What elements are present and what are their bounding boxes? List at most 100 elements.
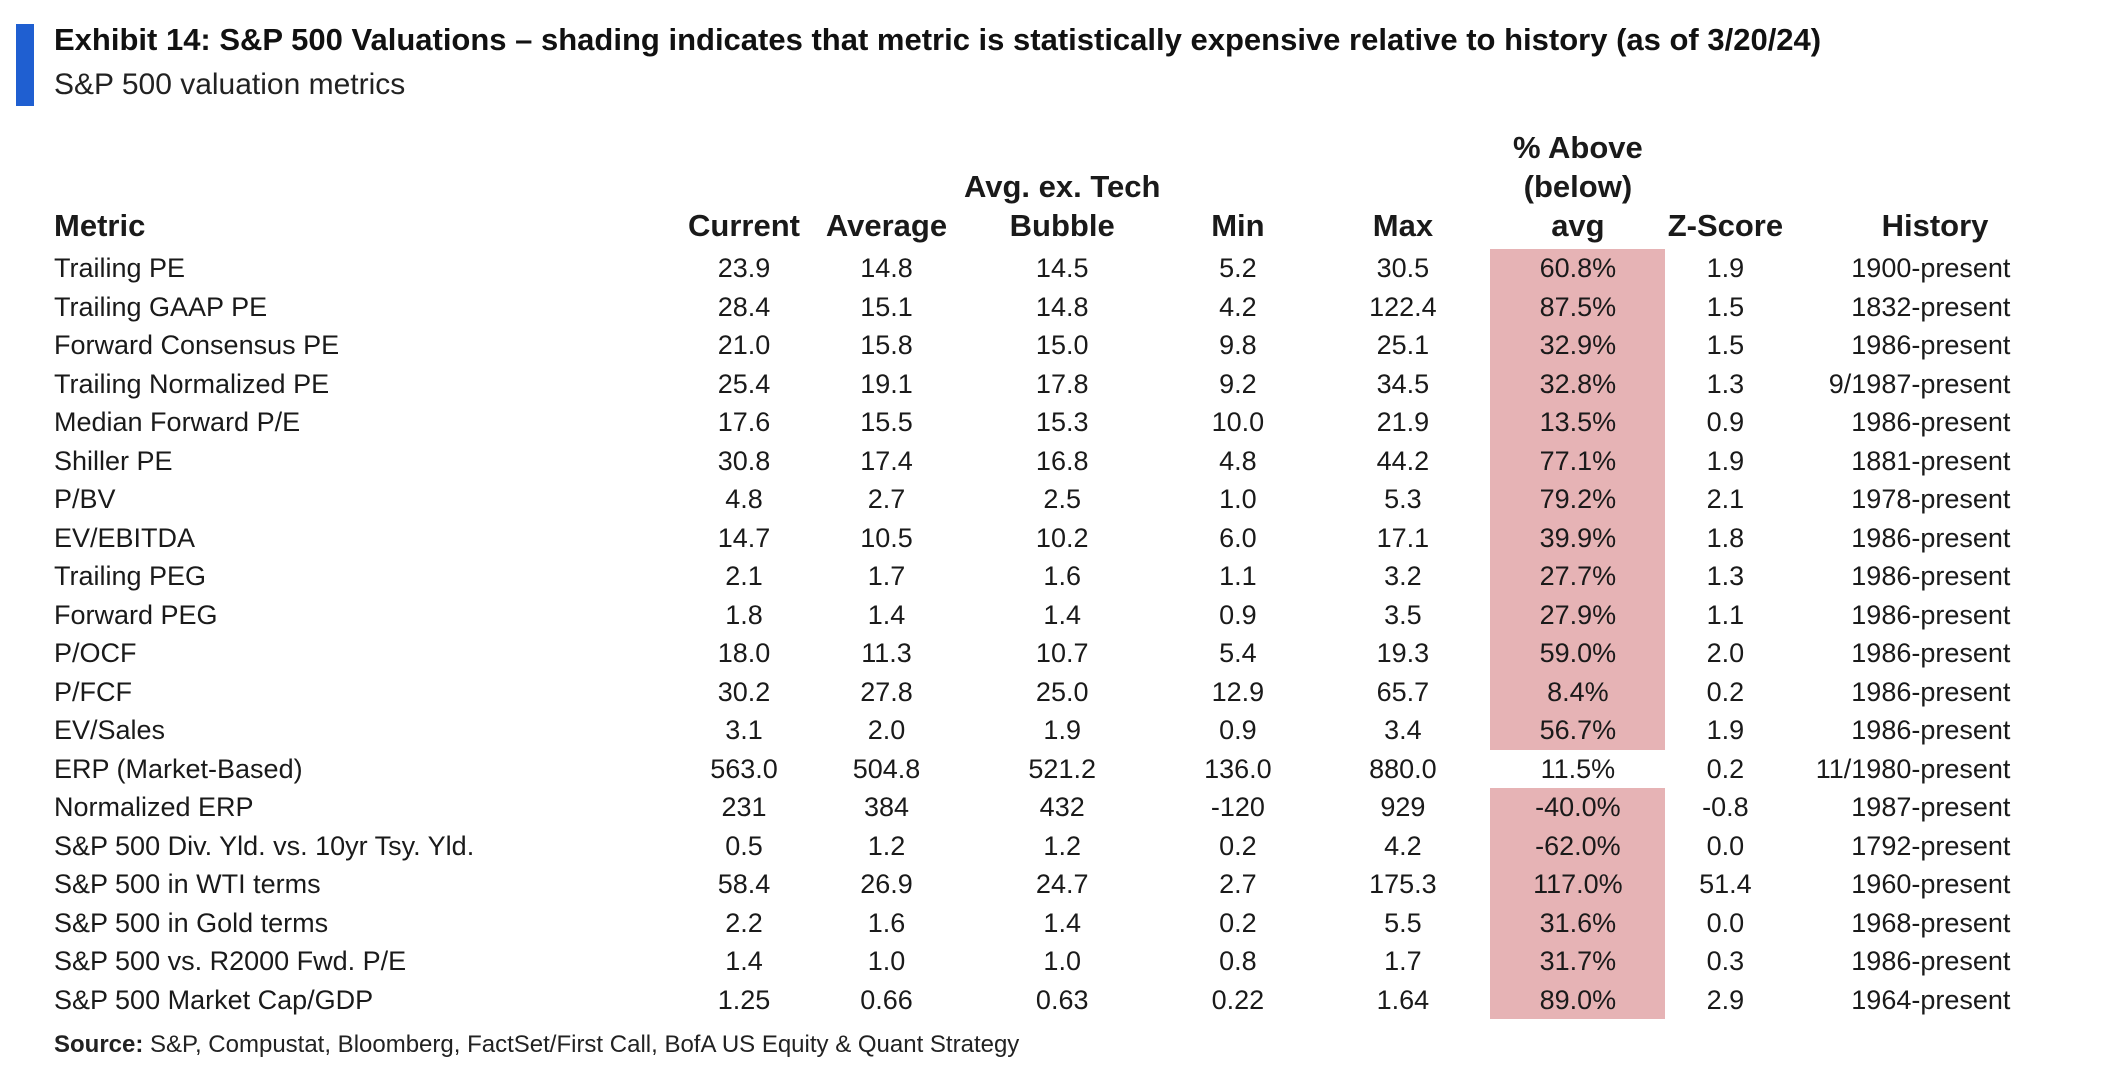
table-row: EV/Sales 3.1 2.0 1.9 0.9 3.4 56.7% 1.9 1986-pres…	[54, 711, 2010, 750]
table-row: S&P 500 in Gold terms 2.2 1.6 1.4 0.2 5.5 31.6…	[54, 903, 2010, 942]
cell-metric: Forward Consensus PE	[54, 330, 340, 360]
cell-metric: P/FCF	[54, 676, 132, 707]
cell-avg-ex-tech: 14.5	[1035, 253, 1089, 283]
cell-max: 21.9	[1376, 407, 1430, 437]
cell-metric: P/BV	[54, 484, 116, 514]
cell-history: 1964-present	[1851, 984, 2011, 1015]
cell-zscore: 1.9	[1706, 445, 1745, 476]
cell-average: 15.1	[860, 291, 913, 322]
cell-metric: S&P 500 Div. Yld. vs. 10yr Tsy. Yld.	[54, 830, 475, 861]
cell-min: 2.7	[1219, 869, 1257, 899]
cell-pct-above: 89.0%	[1490, 980, 1666, 1019]
header-pct-above-line: avg	[1551, 208, 1605, 243]
cell-history: 1881-present	[1851, 445, 2011, 476]
header-average: Average	[825, 208, 948, 243]
cell-avg-ex-tech: 521.2	[1028, 753, 1096, 784]
cell-current: 2.2	[725, 907, 763, 938]
cell-max: 3.2	[1384, 561, 1422, 591]
table-row: P/OCF 18.0 11.3 10.7 5.4 19.3 59.0% 2.0 1986-pre…	[54, 634, 2010, 673]
cell-min: 4.2	[1219, 291, 1257, 322]
cell-current: 1.8	[725, 599, 763, 630]
cell-average: 1.6	[867, 907, 906, 938]
cell-pct-above: 87.5%	[1490, 287, 1666, 326]
header-max: Max	[1372, 208, 1434, 243]
table-row: Normalized ERP 231 384 432 -120 929 -40.0% -0.8…	[54, 788, 2010, 827]
cell-metric: Trailing Normalized PE	[54, 368, 330, 399]
cell-max: 30.5	[1376, 253, 1430, 283]
header-current: Current	[688, 208, 800, 243]
cell-pct-above: 31.6%	[1490, 903, 1666, 942]
cell-min: 9.8	[1219, 330, 1257, 360]
cell-min: 0.8	[1219, 946, 1257, 976]
cell-current: 4.8	[725, 484, 763, 514]
cell-history: 1832-present	[1851, 291, 2011, 322]
cell-zscore: 2.1	[1706, 484, 1745, 514]
cell-max: 25.1	[1376, 330, 1430, 360]
cell-metric: EV/EBITDA	[54, 522, 196, 553]
table-row: S&P 500 Market Cap/GDP 1.25 0.66 0.63 0.22 1.…	[54, 980, 2011, 1019]
cell-pct-above: 117.0%	[1490, 865, 1666, 904]
table-row: P/BV 4.8 2.7 2.5 1.0 5.3 79.2% 2.1 1978-present	[54, 480, 2010, 519]
cell-zscore: 1.5	[1706, 291, 1745, 322]
cell-average: 10.5	[860, 522, 913, 553]
cell-pct-above: 31.7%	[1490, 942, 1666, 981]
cell-avg-ex-tech: 1.9	[1043, 715, 1081, 745]
cell-max: 175.3	[1369, 869, 1437, 899]
cell-zscore: 2.0	[1706, 638, 1745, 668]
cell-max: 122.4	[1369, 291, 1437, 322]
cell-average: 15.5	[860, 407, 913, 437]
cell-max: 65.7	[1376, 676, 1430, 707]
cell-zscore: 1.3	[1706, 561, 1745, 591]
cell-max: 4.2	[1384, 830, 1422, 861]
cell-pct-above: 56.7%	[1490, 711, 1666, 750]
cell-metric: S&P 500 in WTI terms	[54, 869, 321, 899]
cell-average: 1.2	[867, 830, 906, 861]
table-row: ERP (Market-Based) 563.0 504.8 521.2 136.0 88…	[54, 750, 2010, 789]
cell-pct-above: 27.7%	[1490, 557, 1666, 596]
cell-average: 2.7	[867, 484, 906, 514]
cell-avg-ex-tech: 1.4	[1043, 599, 1081, 630]
cell-max: 19.3	[1376, 638, 1430, 668]
cell-pct-above: 13.5%	[1490, 403, 1666, 442]
cell-avg-ex-tech: 1.4	[1043, 907, 1081, 938]
header-pct-above-line: (below)	[1523, 169, 1633, 204]
cell-metric: Median Forward P/E	[54, 407, 301, 437]
cell-avg-ex-tech: 10.2	[1035, 522, 1089, 553]
cell-current: 1.4	[725, 946, 763, 976]
cell-max: 44.2	[1376, 445, 1430, 476]
table-row: Trailing Normalized PE 25.4 19.1 17.8 9.2 34.…	[54, 364, 2011, 403]
cell-average: 504.8	[852, 753, 921, 784]
table-row: EV/EBITDA 14.7 10.5 10.2 6.0 17.1 39.9% 1.8 1986…	[54, 518, 2010, 557]
cell-pct-above: 8.4%	[1490, 672, 1666, 711]
cell-zscore: 0.0	[1706, 830, 1745, 861]
cell-current: 3.1	[725, 715, 763, 745]
header-avg-ex-tech-line: Avg. ex. Tech	[964, 169, 1161, 204]
cell-min: 12.9	[1211, 676, 1265, 707]
cell-average: 14.8	[860, 253, 913, 283]
cell-metric: Normalized ERP	[54, 792, 254, 822]
cell-history: 9/1987-present	[1828, 368, 2011, 399]
cell-max: 929	[1380, 792, 1426, 822]
cell-pct-above: 60.8%	[1490, 249, 1666, 288]
cell-zscore: 1.1	[1706, 599, 1745, 630]
cell-zscore: 0.3	[1706, 946, 1745, 976]
cell-avg-ex-tech: 15.3	[1035, 407, 1089, 437]
cell-current: 1.25	[717, 984, 771, 1015]
cell-pct-above: -40.0%	[1490, 788, 1666, 827]
cell-history: 1986-present	[1851, 407, 2011, 437]
cell-min: 0.9	[1219, 715, 1257, 745]
cell-avg-ex-tech: 24.7	[1035, 869, 1089, 899]
cell-current: 23.9	[717, 253, 771, 283]
cell-pct-above: 32.8%	[1490, 364, 1666, 403]
source-note: Source: S&P, Compustat, Bloomberg, FactS…	[54, 1031, 1019, 1059]
cell-pct-above: 79.2%	[1490, 480, 1666, 519]
cell-history: 1900-present	[1851, 253, 2011, 283]
exhibit-title: Exhibit 14: S&P 500 Valuations – shading…	[54, 22, 1822, 57]
cell-history: 1986-present	[1851, 715, 2011, 745]
cell-min: 1.1	[1219, 561, 1257, 591]
valuation-table: Metric Current Average Avg. ex. Tech Bub…	[54, 128, 2010, 1019]
cell-history: 11/1980-present	[1815, 753, 2011, 784]
cell-current: 30.2	[717, 676, 771, 707]
table-row: S&P 500 vs. R2000 Fwd. P/E 1.4 1.0 1.0 0.8 1.…	[54, 942, 2010, 981]
table-row: Trailing PE 23.9 14.8 14.5 5.2 30.5 60.8% 1.9 19…	[54, 249, 2010, 288]
